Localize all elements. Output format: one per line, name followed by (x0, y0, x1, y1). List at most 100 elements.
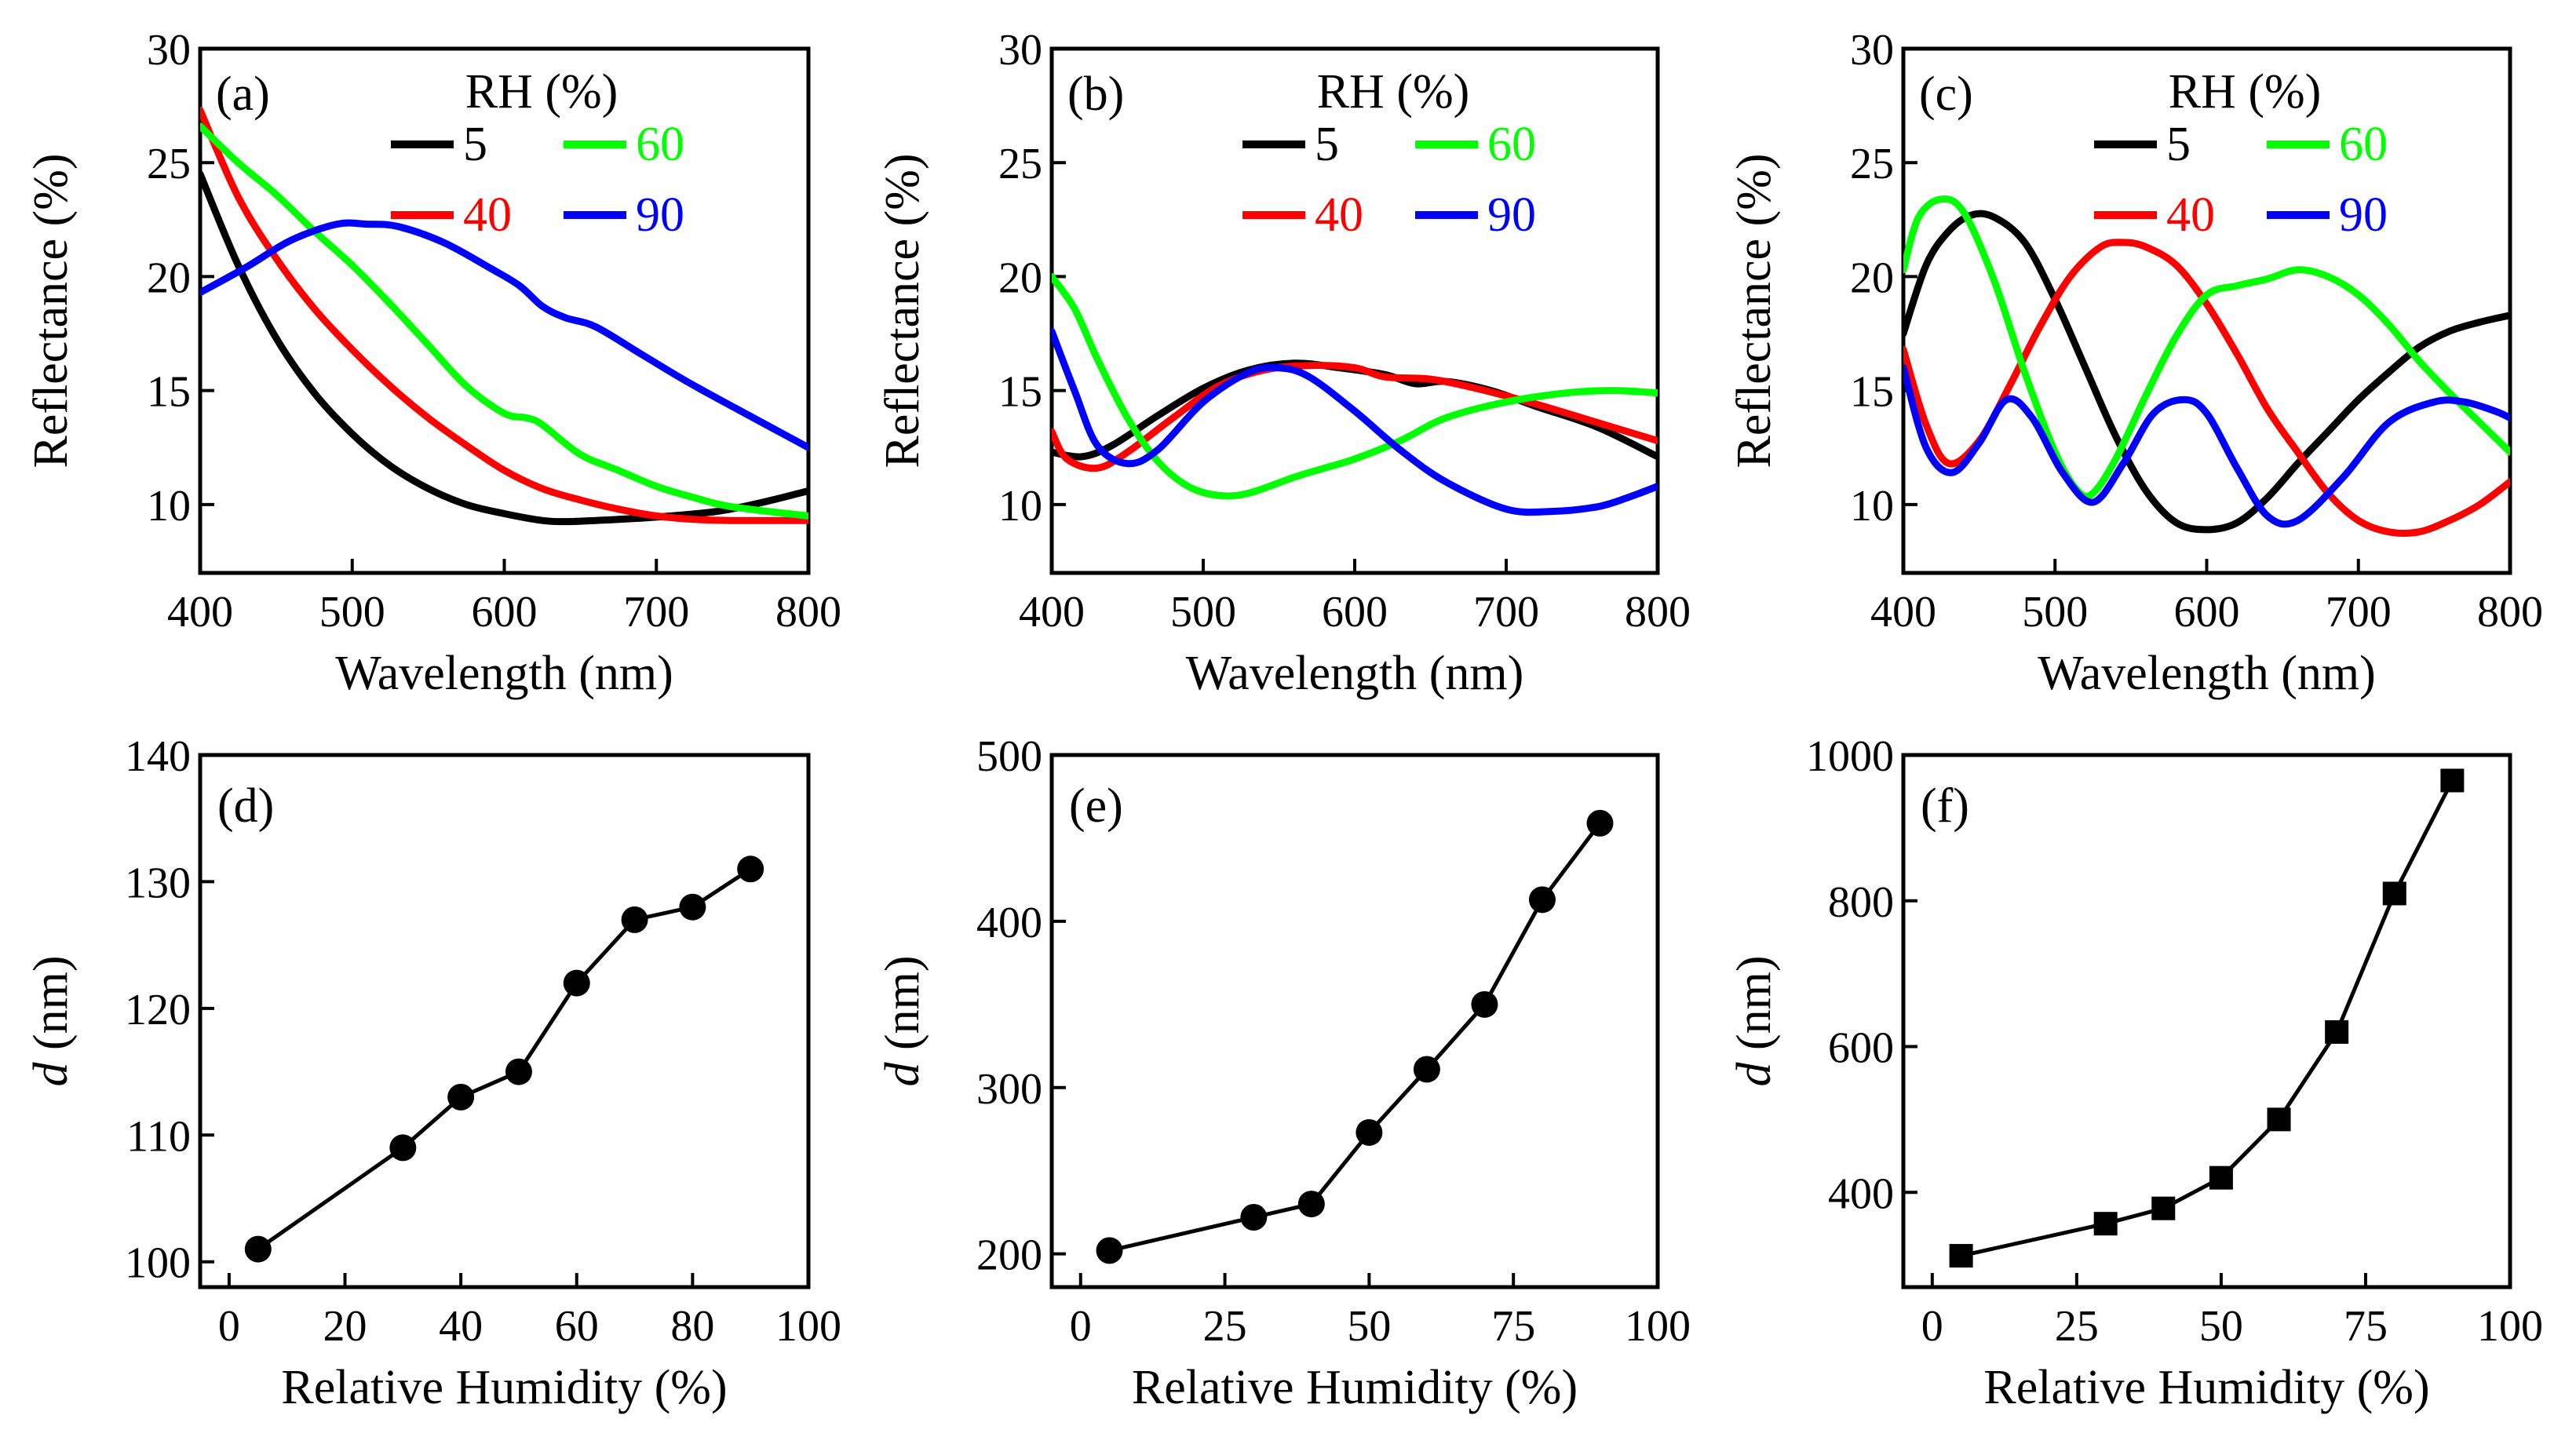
legend: RH (%)5 40 60 90 (391, 65, 684, 242)
y-tick-label: 100 (125, 1239, 191, 1288)
series-line-rh-90 (1903, 364, 2510, 528)
y-tick-label: 500 (976, 732, 1042, 781)
panel-tag: (b) (1067, 67, 1124, 121)
x-tick-label: 700 (1473, 588, 1539, 636)
legend-label-rh-40: 40 (463, 188, 512, 242)
y-tick-label: 400 (1828, 1169, 1894, 1218)
y-axis-label: Reflectance (%) (24, 153, 78, 468)
data-point-square (2093, 1212, 2118, 1236)
data-point-circle (1586, 809, 1614, 837)
panel-tag: (e) (1069, 779, 1123, 833)
panel-e: 0 25 50 75 100 200 300 400 500 Relative Humidity … (876, 732, 1691, 1414)
x-tick-label: 25 (1203, 1302, 1247, 1351)
x-tick-label: 40 (439, 1302, 483, 1351)
x-tick-label: 400 (1019, 588, 1085, 636)
panel-b: 400 500 600 700 800 10 15 20 25 30 Wavelength (nm)… (876, 26, 1691, 700)
data-point-circle (505, 1058, 532, 1085)
series-line-rh-5 (1903, 210, 2510, 534)
legend-label-rh-5: 5 (2166, 118, 2191, 171)
panel-tag: (a) (216, 67, 270, 121)
y-axis-label: d (nm) (1728, 955, 1781, 1086)
y-tick-label: 110 (126, 1112, 191, 1161)
x-tick-label: 0 (218, 1302, 240, 1351)
x-tick-label: 700 (2326, 588, 2392, 636)
data-point-square (2151, 1196, 2176, 1220)
y-axis-label-unit: (nm) (876, 955, 929, 1062)
legend-title: RH (%) (465, 65, 618, 119)
x-tick-label: 100 (1625, 1302, 1691, 1351)
y-tick-label: 130 (125, 859, 191, 907)
legend-title: RH (%) (2169, 65, 2322, 119)
x-axis-label: Wavelength (nm) (335, 647, 673, 700)
data-point-circle (1240, 1204, 1268, 1231)
y-tick-label: 140 (125, 732, 191, 781)
y-tick-label: 400 (976, 899, 1042, 947)
x-axis-label: Wavelength (nm) (1186, 647, 1524, 700)
plot-frame (1901, 46, 2512, 575)
thickness-line (1961, 779, 2454, 1258)
y-axis-label: Reflectance (%) (1728, 153, 1781, 468)
panel-d: 0 20 40 60 80 100 100 110 120 130 140 Relative Humi… (24, 732, 841, 1414)
x-tick-label: 600 (1322, 588, 1388, 636)
y-tick-label: 15 (147, 368, 191, 417)
data-point-square (1949, 1244, 1973, 1268)
x-axis-label: Relative Humidity (%) (1132, 1361, 1578, 1414)
x-axis-label: Relative Humidity (%) (1983, 1361, 2429, 1414)
data-point-circle (1096, 1237, 1123, 1264)
x-tick-label: 50 (2199, 1302, 2243, 1351)
plot-frame (198, 46, 811, 575)
series-line-rh-60 (200, 122, 808, 520)
legend-label-rh-40: 40 (1315, 188, 1363, 242)
y-tick-label: 20 (1850, 253, 1894, 302)
legend-label-rh-60: 60 (636, 118, 684, 171)
data-point-circle (737, 855, 764, 883)
panel-a: 400 500 600 700 800 10 15 20 25 30 Wavelength (nm)… (24, 26, 841, 700)
legend-label-rh-90: 90 (2339, 188, 2388, 242)
x-tick-label: 600 (472, 588, 538, 636)
x-tick-label: 75 (2344, 1302, 2388, 1351)
legend-label-rh-90: 90 (636, 188, 684, 242)
legend-label-rh-60: 60 (2339, 118, 2388, 171)
data-point-circle (1528, 886, 1556, 914)
y-axis-label-unit: (nm) (1728, 955, 1781, 1062)
x-tick-label: 800 (2477, 588, 2543, 636)
panel-f: 0 25 50 75 100 400 600 800 1000 Relative Humidity… (1728, 732, 2543, 1414)
y-tick-label: 20 (998, 253, 1042, 302)
legend-label-rh-5: 5 (463, 118, 487, 171)
y-axis-label-symbol: d (24, 1062, 78, 1087)
thickness-line (1108, 822, 1602, 1253)
y-axis-label: d (nm) (24, 955, 78, 1086)
series-line-rh-60 (1903, 195, 2510, 501)
y-axis-label-unit: (nm) (24, 955, 78, 1062)
legend-label-rh-40: 40 (2166, 188, 2215, 242)
data-point-circle (1356, 1118, 1383, 1146)
y-tick-label: 600 (1828, 1024, 1894, 1073)
y-tick-label: 800 (1828, 878, 1894, 927)
y-tick-label: 25 (998, 140, 1042, 188)
legend-label-rh-90: 90 (1487, 188, 1536, 242)
data-point-circle (621, 906, 648, 933)
x-tick-label: 600 (2174, 588, 2240, 636)
x-tick-label: 0 (1070, 1302, 1092, 1351)
y-tick-label: 30 (998, 26, 1042, 75)
data-point-square (2382, 881, 2406, 906)
thickness-line (257, 867, 752, 1251)
y-tick-label: 10 (147, 482, 191, 531)
series-line-rh-40 (200, 106, 808, 524)
x-tick-label: 60 (555, 1302, 599, 1351)
data-point-circle (389, 1134, 417, 1162)
y-tick-label: 1000 (1806, 732, 1894, 781)
data-point-square (2325, 1019, 2349, 1044)
data-point-circle (244, 1235, 272, 1263)
y-tick-label: 200 (976, 1231, 1042, 1280)
x-tick-label: 100 (775, 1302, 841, 1351)
x-tick-label: 400 (167, 588, 233, 636)
series-line-rh-90 (200, 219, 808, 451)
legend: RH (%)5 40 60 90 (1242, 65, 1536, 242)
y-tick-label: 10 (1850, 482, 1894, 531)
panel-c: 400 500 600 700 800 10 15 20 25 30 Wavelength (nm)… (1728, 26, 2543, 700)
x-tick-label: 800 (1625, 588, 1691, 636)
series-line-rh-60 (1052, 272, 1658, 500)
data-point-square (2440, 768, 2465, 793)
series-line-rh-40 (1052, 362, 1658, 472)
